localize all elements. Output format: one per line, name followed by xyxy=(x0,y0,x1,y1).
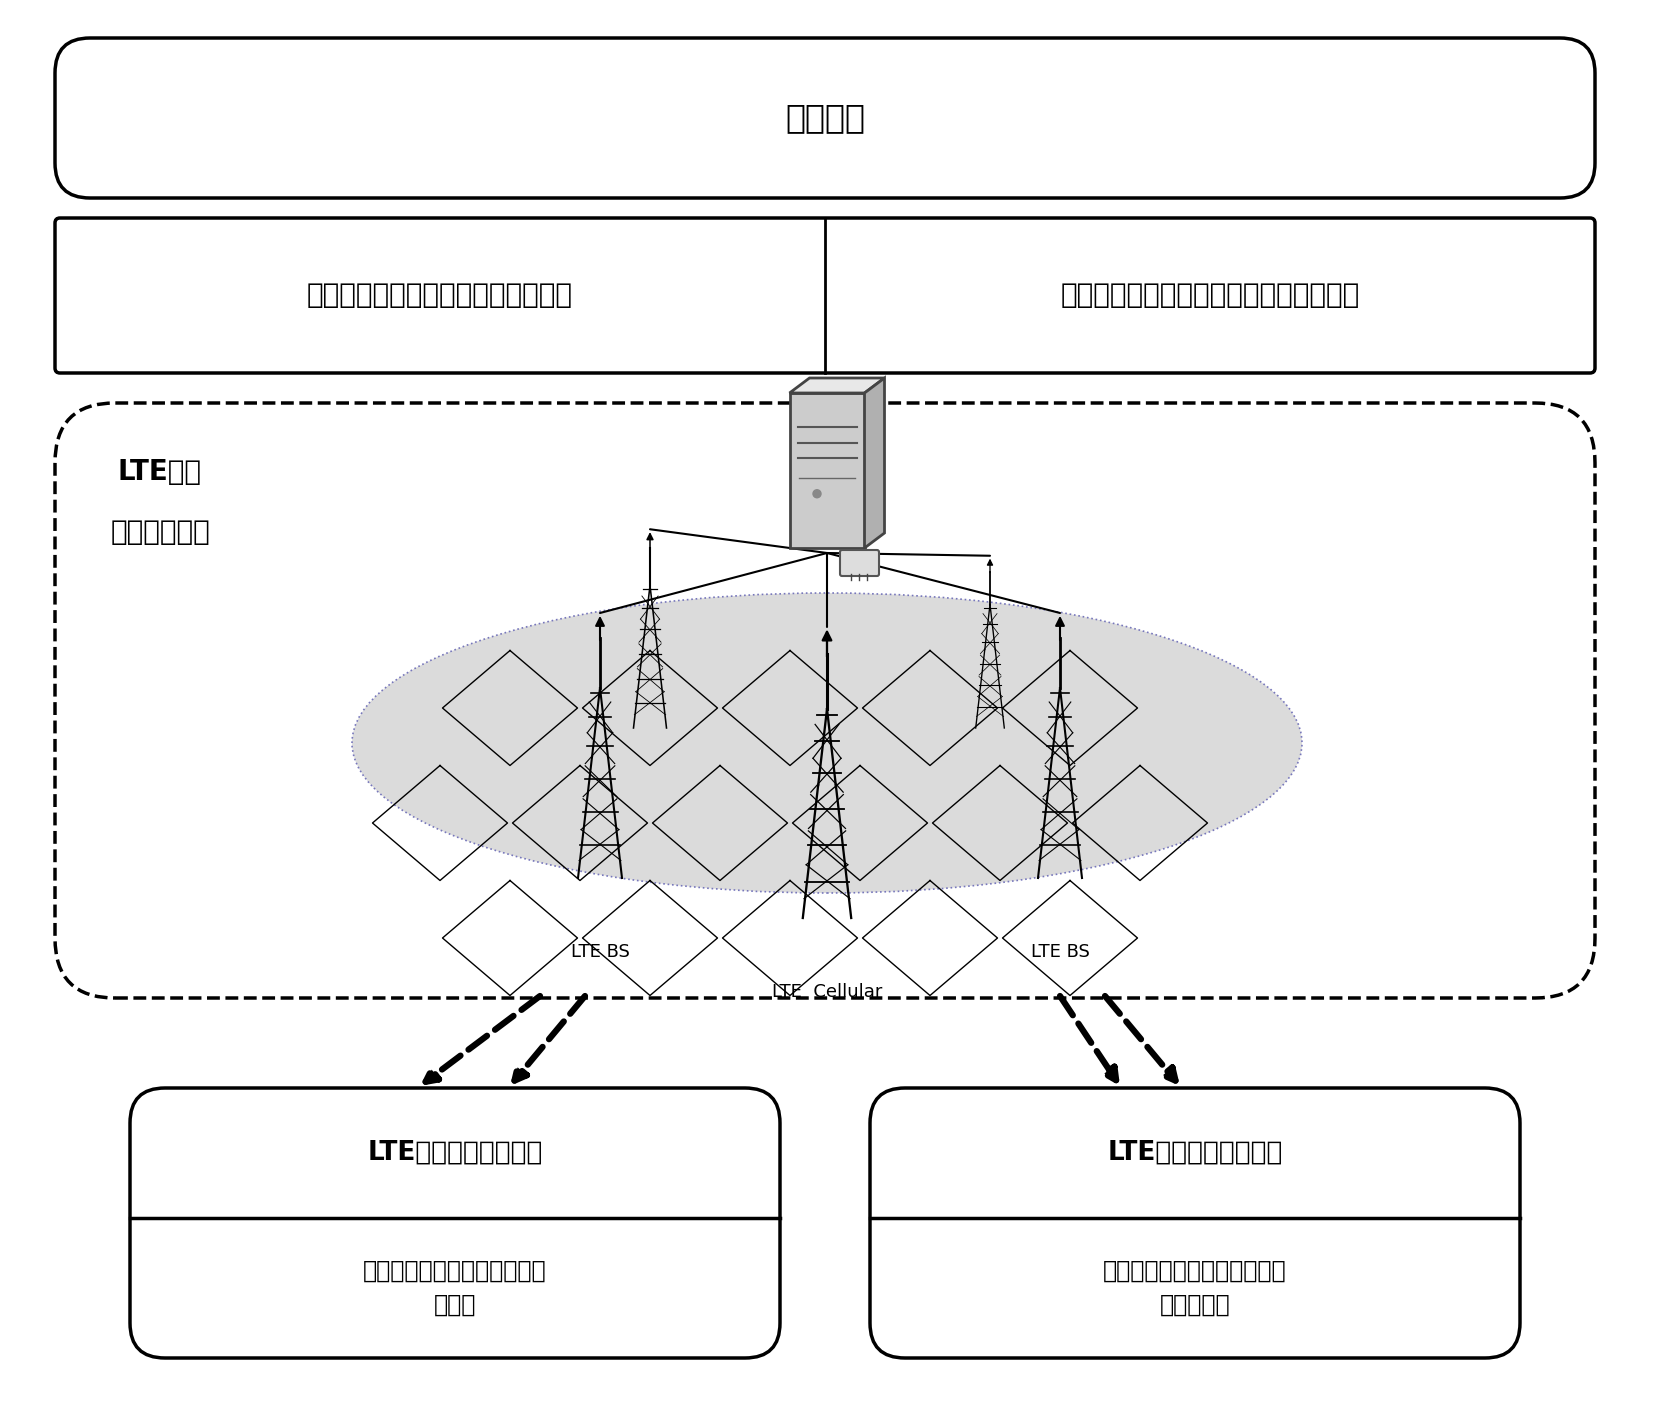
Text: 面向配电网的综合电网数据传输控制系统: 面向配电网的综合电网数据传输控制系统 xyxy=(1060,281,1360,310)
Text: 面向配电网的综合电网数据传
输系统节点: 面向配电网的综合电网数据传 输系统节点 xyxy=(1103,1259,1287,1317)
Text: LTE宽带终端接入系统: LTE宽带终端接入系统 xyxy=(367,1140,543,1165)
Text: 面向配电网的宽带业务传输系
统节点: 面向配电网的宽带业务传输系 统节点 xyxy=(364,1259,547,1317)
Text: 配网主站: 配网主站 xyxy=(786,101,865,134)
Text: 面向配电网的宽带业务传输控制系统: 面向配电网的宽带业务传输控制系统 xyxy=(308,281,572,310)
Circle shape xyxy=(814,490,820,498)
Text: LTE宽带终端接入系统: LTE宽带终端接入系统 xyxy=(1107,1140,1284,1165)
FancyBboxPatch shape xyxy=(55,39,1594,198)
Text: LTE BS: LTE BS xyxy=(571,942,630,961)
FancyBboxPatch shape xyxy=(55,218,1594,373)
Polygon shape xyxy=(789,378,885,393)
Text: LTE  Cellular: LTE Cellular xyxy=(772,982,882,1001)
Text: 无线接入系统: 无线接入系统 xyxy=(111,518,210,545)
FancyBboxPatch shape xyxy=(55,403,1594,998)
FancyBboxPatch shape xyxy=(870,1088,1520,1358)
Text: LTE BS: LTE BS xyxy=(1030,942,1090,961)
Polygon shape xyxy=(865,378,885,548)
Text: LTE宽带: LTE宽带 xyxy=(117,458,202,486)
Ellipse shape xyxy=(352,593,1302,892)
FancyBboxPatch shape xyxy=(131,1088,781,1358)
FancyBboxPatch shape xyxy=(840,550,878,575)
FancyBboxPatch shape xyxy=(789,393,865,548)
